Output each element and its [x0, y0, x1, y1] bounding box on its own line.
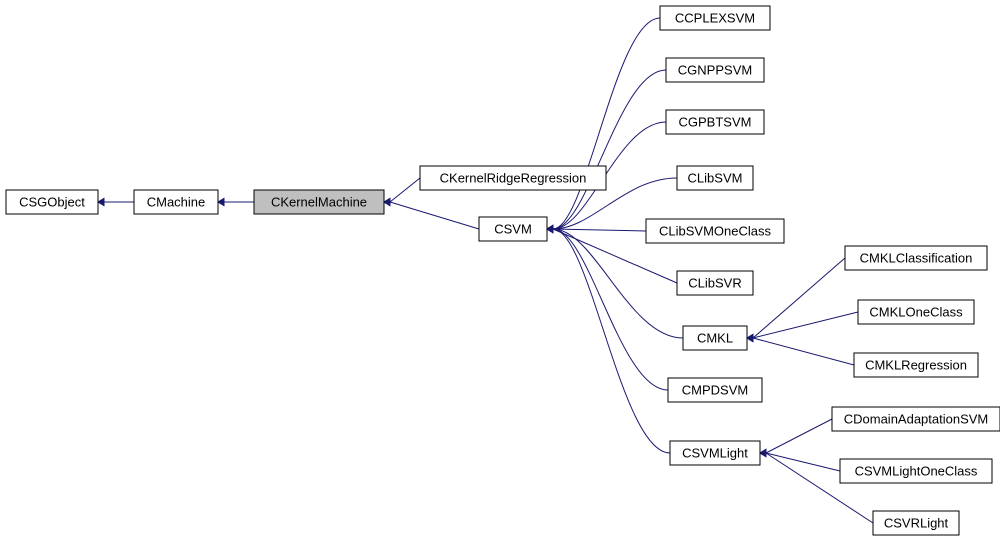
edge	[553, 18, 660, 229]
node-label[interactable]: CSGObject	[19, 194, 85, 209]
node-label[interactable]: CMKLOneClass	[869, 304, 963, 319]
node-label[interactable]: CSVMLight	[682, 445, 748, 460]
node-csgobject[interactable]: CSGObject	[6, 190, 98, 214]
node-label[interactable]: CGNPPSVM	[678, 62, 752, 77]
node-label[interactable]: CLibSVM	[688, 170, 743, 185]
node-csvm[interactable]: CSVM	[479, 217, 547, 241]
node-ckernelridgeregression[interactable]: CKernelRidgeRegression	[420, 166, 606, 190]
edge	[753, 338, 854, 365]
node-label[interactable]: CMKLClassification	[860, 250, 973, 265]
node-label[interactable]: CMPDSVM	[682, 382, 748, 397]
edge	[553, 229, 646, 231]
node-label[interactable]: CGPBTSVM	[679, 114, 752, 129]
edge	[553, 229, 683, 338]
node-label[interactable]: CMKLRegression	[865, 357, 967, 372]
edge	[553, 229, 668, 390]
node-cmklclassification[interactable]: CMKLClassification	[845, 246, 987, 270]
node-ccplexsvm[interactable]: CCPLEXSVM	[660, 6, 770, 30]
node-cmkl[interactable]: CMKL	[683, 326, 747, 350]
edge-arrowhead	[747, 334, 753, 341]
node-csvrlight[interactable]: CSVRLight	[873, 511, 959, 535]
edge-arrowhead	[384, 198, 390, 205]
node-label[interactable]: CDomainAdaptationSVM	[844, 411, 989, 426]
edge-arrowhead	[98, 198, 104, 205]
node-clibsvmoneclass[interactable]: CLibSVMOneClass	[646, 219, 784, 243]
node-label[interactable]: CMKL	[697, 330, 733, 345]
node-label[interactable]: CKernelMachine	[271, 194, 367, 209]
node-label[interactable]: CMachine	[147, 194, 206, 209]
node-label[interactable]: CKernelRidgeRegression	[440, 170, 587, 185]
node-clibsvm[interactable]: CLibSVM	[677, 166, 753, 190]
edge-arrowhead	[547, 225, 553, 232]
node-cgpbtsvm[interactable]: CGPBTSVM	[666, 110, 764, 134]
node-ckernelmachine[interactable]: CKernelMachine	[254, 190, 384, 214]
class-hierarchy-diagram: CSGObject CMachine CKernelMachine CKernelRi…	[0, 0, 1000, 547]
edge	[766, 453, 840, 471]
edge	[390, 178, 420, 202]
node-label[interactable]: CSVRLight	[884, 515, 949, 530]
node-cmachine[interactable]: CMachine	[134, 190, 218, 214]
node-cmklregression[interactable]: CMKLRegression	[854, 353, 978, 377]
edge-arrowhead	[760, 449, 766, 456]
node-label[interactable]: CLibSVMOneClass	[659, 223, 771, 238]
node-label[interactable]: CCPLEXSVM	[675, 10, 755, 25]
edge-arrowhead	[218, 198, 224, 205]
node-csvmlightoneclass[interactable]: CSVMLightOneClass	[840, 459, 992, 483]
edge	[553, 229, 670, 453]
edge	[390, 202, 479, 229]
node-csvmlight[interactable]: CSVMLight	[670, 441, 760, 465]
node-label[interactable]: CSVMLightOneClass	[855, 463, 978, 478]
edge	[753, 258, 845, 338]
edge	[753, 312, 858, 338]
node-cgnppsvm[interactable]: CGNPPSVM	[666, 58, 764, 82]
node-cmkloneclass[interactable]: CMKLOneClass	[858, 300, 974, 324]
node-label[interactable]: CLibSVR	[688, 275, 741, 290]
edge	[766, 419, 832, 453]
node-label[interactable]: CSVM	[494, 221, 532, 236]
node-cdomainadaptationsvm[interactable]: CDomainAdaptationSVM	[832, 407, 1000, 431]
node-clibsvr[interactable]: CLibSVR	[677, 271, 753, 295]
nodes-layer: CSGObject CMachine CKernelMachine CKernelRi…	[6, 6, 1000, 535]
node-cmpdsvm[interactable]: CMPDSVM	[668, 378, 762, 402]
edge	[553, 70, 666, 229]
